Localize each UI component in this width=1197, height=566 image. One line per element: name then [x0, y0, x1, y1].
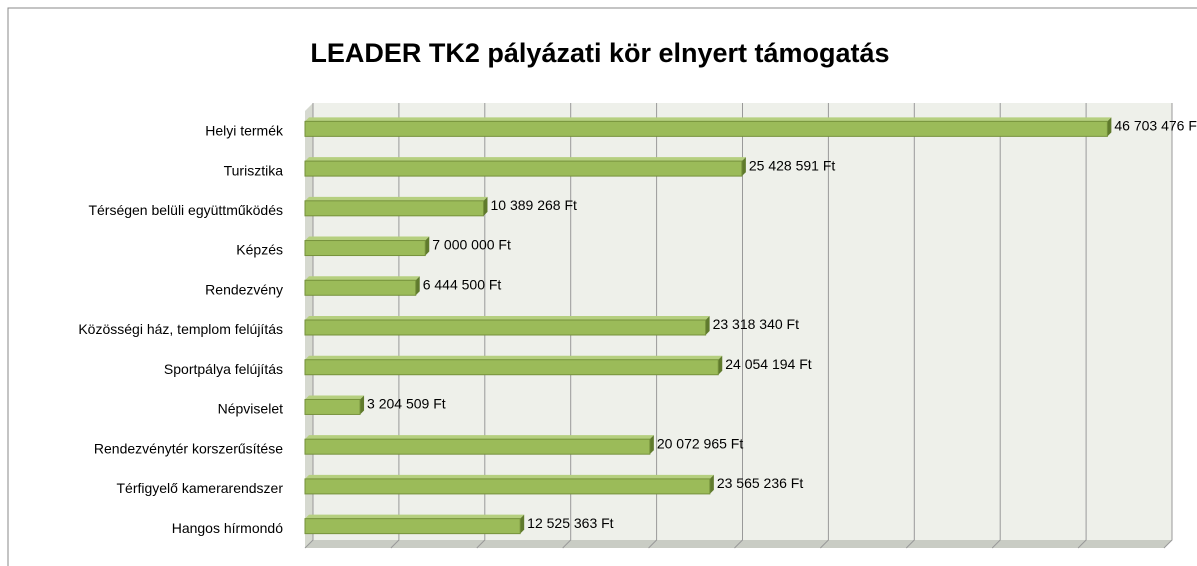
- bar-side: [649, 435, 654, 455]
- bar: [304, 478, 711, 495]
- value-label: 25 428 591 Ft: [749, 157, 836, 173]
- bar-top: [305, 196, 488, 201]
- bar-top: [305, 435, 654, 440]
- grid-line: [1077, 103, 1087, 549]
- grid-line: [648, 103, 658, 549]
- bar: [304, 240, 426, 257]
- bar-top: [305, 355, 723, 360]
- bar-top: [305, 474, 714, 479]
- grid-line: [991, 103, 1001, 549]
- value-label: 7 000 000 Ft: [432, 237, 511, 253]
- bar: [304, 398, 361, 415]
- bar-side: [718, 355, 723, 375]
- y-tick-label: Rendezvény: [205, 281, 283, 297]
- bar: [304, 200, 484, 217]
- bar: [304, 518, 521, 535]
- bar-side: [360, 395, 365, 415]
- bar-side: [415, 276, 420, 296]
- value-label: 23 318 340 Ft: [713, 316, 800, 332]
- bar: [304, 359, 719, 376]
- y-tick-label: Turisztika: [224, 162, 284, 178]
- bar-top: [305, 117, 1112, 122]
- y-tick-label: Helyi termék: [205, 123, 284, 139]
- bar: [304, 279, 417, 296]
- bar-side: [425, 236, 430, 256]
- bar: [304, 160, 743, 177]
- y-tick-label: Térségen belüli együttműködés: [88, 202, 283, 218]
- grid-line: [1163, 103, 1173, 549]
- value-label: 12 525 363 Ft: [527, 515, 614, 531]
- grid-line: [905, 103, 915, 549]
- bar-side: [741, 157, 746, 177]
- bar: [304, 319, 707, 336]
- bar-side: [709, 474, 714, 494]
- y-tick-label: Hangos hírmondó: [172, 520, 284, 536]
- value-label: 3 204 509 Ft: [367, 396, 446, 412]
- value-label: 20 072 965 Ft: [657, 435, 744, 451]
- value-label: 6 444 500 Ft: [423, 276, 502, 292]
- y-tick-label: Rendezvénytér korszerűsítése: [94, 440, 283, 456]
- bar-top: [305, 514, 525, 519]
- y-tick-label: Népviselet: [218, 401, 283, 417]
- value-label: 23 565 236 Ft: [717, 475, 804, 491]
- bar-side: [520, 514, 525, 534]
- grid-line: [820, 103, 829, 549]
- bar-top: [305, 236, 430, 241]
- bar-top: [305, 395, 365, 400]
- bar-top: [305, 157, 746, 162]
- bar-side: [483, 196, 488, 216]
- bar-top: [305, 316, 710, 320]
- chart-border: [7, 7, 1197, 566]
- value-label: 10 389 268 Ft: [490, 197, 577, 213]
- y-tick-label: Térfigyelő kamerarendszer: [116, 480, 283, 496]
- bar-side: [1107, 117, 1112, 137]
- bar: [304, 120, 1108, 137]
- grid-line: [734, 103, 743, 549]
- value-label: 46 703 476 Ft: [1114, 118, 1197, 134]
- chart-title: LEADER TK2 pályázati kör elnyert támogat…: [310, 38, 889, 68]
- grid-line: [476, 103, 486, 549]
- y-tick-label: Sportpálya felújítás: [164, 361, 283, 377]
- y-tick-label: Közösségi ház, templom felújítás: [78, 321, 283, 337]
- grid-line: [562, 103, 572, 549]
- bar: [304, 438, 651, 455]
- bar-side: [705, 316, 710, 335]
- bar-top: [305, 276, 420, 281]
- y-tick-label: Képzés: [236, 242, 283, 258]
- value-label: 24 054 194 Ft: [725, 356, 812, 372]
